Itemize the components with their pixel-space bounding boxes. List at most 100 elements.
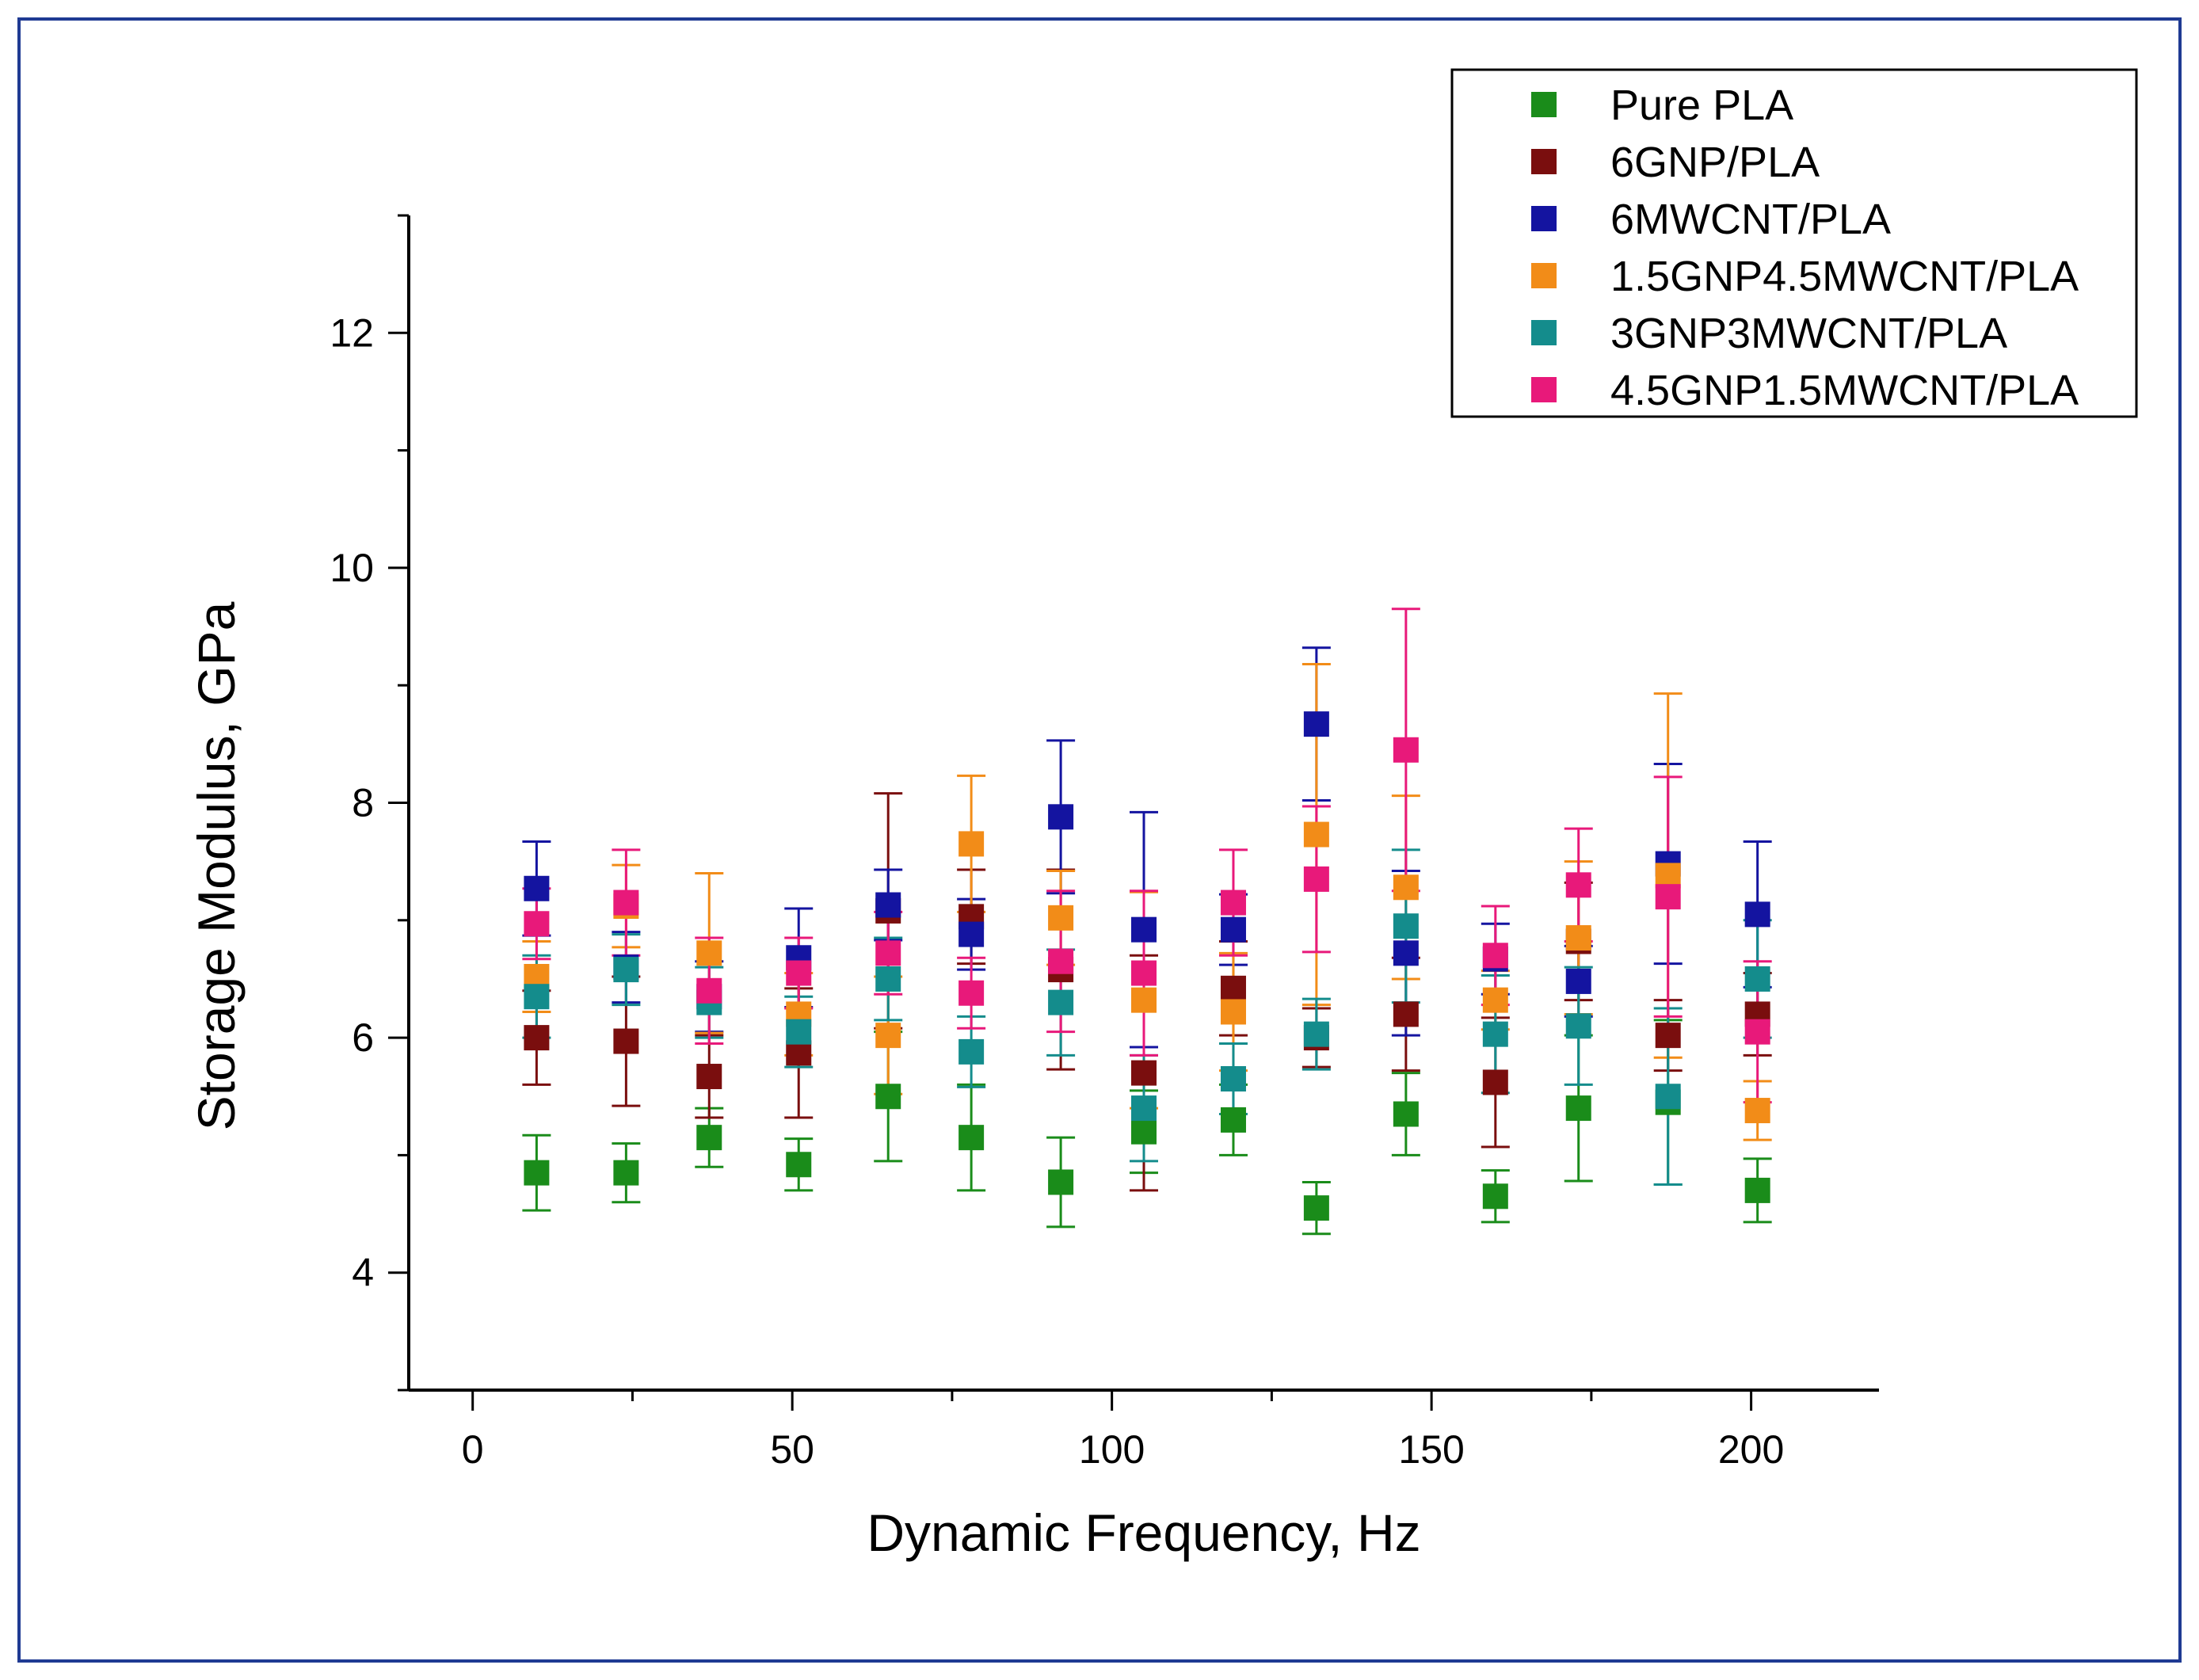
data-point-1-5gnp4-5mwcnt-pla — [1048, 905, 1074, 931]
legend-swatch — [1531, 206, 1557, 231]
data-point-6mwcnt-pla — [875, 892, 901, 918]
data-point-6mwcnt-pla — [958, 921, 985, 947]
y-tick-label: 6 — [352, 1015, 374, 1060]
data-point-1-5gnp4-5mwcnt-pla — [875, 1023, 901, 1049]
x-tick-label: 200 — [1718, 1427, 1784, 1472]
data-point-4-5gnp1-5mwcnt-pla — [958, 980, 985, 1006]
legend-swatch — [1531, 92, 1557, 117]
data-point-4-5gnp1-5mwcnt-pla — [1220, 890, 1246, 916]
data-point-4-5gnp1-5mwcnt-pla — [1131, 960, 1157, 986]
data-point-1-5gnp4-5mwcnt-pla — [1744, 1098, 1770, 1124]
data-point-pure-pla — [1303, 1195, 1329, 1221]
data-point-1-5gnp4-5mwcnt-pla — [1131, 987, 1157, 1013]
data-point-3gnp3mwcnt-pla — [524, 984, 550, 1010]
data-point-3gnp3mwcnt-pla — [1048, 989, 1074, 1015]
data-point-4-5gnp1-5mwcnt-pla — [875, 940, 901, 966]
y-axis-title: Storage Modulus, GPa — [187, 601, 246, 1130]
data-point-6mwcnt-pla — [1744, 901, 1770, 928]
data-point-3gnp3mwcnt-pla — [958, 1038, 985, 1065]
data-point-6gnp-pla — [1131, 1060, 1157, 1086]
data-point-3gnp3mwcnt-pla — [1303, 1021, 1329, 1047]
y-tick-label: 8 — [352, 781, 374, 825]
x-tick-label: 150 — [1398, 1427, 1464, 1472]
data-point-4-5gnp1-5mwcnt-pla — [1482, 943, 1508, 969]
legend-label: 3GNP3MWCNT/PLA — [1610, 310, 2007, 357]
y-tick-label: 4 — [352, 1251, 374, 1295]
data-point-pure-pla — [1565, 1095, 1591, 1122]
data-point-6gnp-pla — [786, 1040, 812, 1066]
legend-entries: Pure PLA 6GNP/PLA 6MWCNT/PLA 1.5GNP4.5MWCNT… — [1531, 82, 2079, 414]
legend-label: 6GNP/PLA — [1610, 139, 1820, 186]
data-point-6gnp-pla — [1655, 1023, 1681, 1049]
legend: Pure PLA 6GNP/PLA 6MWCNT/PLA 1.5GNP4.5MWCNT… — [1450, 68, 2138, 418]
data-point-6mwcnt-pla — [1131, 916, 1157, 943]
data-point-pure-pla — [958, 1125, 985, 1151]
data-point-3gnp3mwcnt-pla — [1393, 913, 1419, 939]
data-point-4-5gnp1-5mwcnt-pla — [696, 977, 722, 1004]
data-point-pure-pla — [696, 1125, 722, 1151]
data-point-4-5gnp1-5mwcnt-pla — [1655, 884, 1681, 910]
data-point-6gnp-pla — [1393, 1001, 1419, 1027]
x-axis-title: Dynamic Frequency, Hz — [867, 1503, 1420, 1562]
data-point-1-5gnp4-5mwcnt-pla — [696, 940, 722, 966]
data-point-3gnp3mwcnt-pla — [1744, 966, 1770, 992]
data-point-1-5gnp4-5mwcnt-pla — [1393, 874, 1419, 901]
legend-swatch — [1531, 377, 1557, 402]
markers-layer — [524, 711, 1770, 1221]
data-point-1-5gnp4-5mwcnt-pla — [1565, 925, 1591, 951]
data-point-pure-pla — [1744, 1177, 1770, 1203]
y-tick-label: 12 — [330, 310, 374, 355]
x-tick-label: 0 — [462, 1427, 484, 1472]
data-point-3gnp3mwcnt-pla — [1565, 1013, 1591, 1039]
data-point-pure-pla — [1220, 1107, 1246, 1133]
data-point-3gnp3mwcnt-pla — [1131, 1095, 1157, 1122]
data-point-4-5gnp1-5mwcnt-pla — [1744, 1019, 1770, 1045]
data-point-pure-pla — [1482, 1183, 1508, 1210]
data-point-6mwcnt-pla — [1393, 940, 1419, 966]
data-point-6gnp-pla — [524, 1025, 550, 1051]
data-point-1-5gnp4-5mwcnt-pla — [1303, 821, 1329, 848]
legend-swatch — [1531, 320, 1557, 345]
data-point-pure-pla — [786, 1152, 812, 1178]
data-point-4-5gnp1-5mwcnt-pla — [524, 911, 550, 937]
legend-swatch — [1531, 149, 1557, 174]
data-point-4-5gnp1-5mwcnt-pla — [786, 960, 812, 986]
data-point-pure-pla — [613, 1160, 639, 1186]
data-point-6gnp-pla — [1220, 975, 1246, 1001]
legend-label: Pure PLA — [1610, 82, 1793, 129]
data-point-4-5gnp1-5mwcnt-pla — [1048, 948, 1074, 974]
data-point-1-5gnp4-5mwcnt-pla — [1482, 987, 1508, 1013]
data-point-1-5gnp4-5mwcnt-pla — [1220, 999, 1246, 1025]
data-point-pure-pla — [1048, 1169, 1074, 1195]
data-point-4-5gnp1-5mwcnt-pla — [1303, 866, 1329, 892]
data-point-6mwcnt-pla — [1565, 968, 1591, 994]
data-point-4-5gnp1-5mwcnt-pla — [1565, 872, 1591, 898]
data-point-pure-pla — [875, 1084, 901, 1110]
data-point-4-5gnp1-5mwcnt-pla — [1393, 737, 1419, 763]
data-point-1-5gnp4-5mwcnt-pla — [1655, 863, 1681, 889]
data-point-6mwcnt-pla — [524, 875, 550, 901]
data-point-6mwcnt-pla — [1303, 711, 1329, 737]
data-point-6gnp-pla — [1482, 1069, 1508, 1095]
data-point-3gnp3mwcnt-pla — [613, 957, 639, 983]
legend-box — [1450, 68, 2138, 418]
x-tick-label: 100 — [1079, 1427, 1145, 1472]
data-point-1-5gnp4-5mwcnt-pla — [958, 831, 985, 857]
legend-label: 6MWCNT/PLA — [1610, 196, 1891, 243]
data-point-3gnp3mwcnt-pla — [1482, 1021, 1508, 1047]
data-point-3gnp3mwcnt-pla — [1220, 1066, 1246, 1092]
data-point-3gnp3mwcnt-pla — [1655, 1084, 1681, 1110]
ticks-layer: 4 6 8 10 12 0 50 100 150 200 — [330, 214, 1784, 1472]
data-point-6mwcnt-pla — [1220, 916, 1246, 943]
data-point-6mwcnt-pla — [1048, 804, 1074, 830]
data-point-pure-pla — [1393, 1101, 1419, 1127]
data-point-pure-pla — [524, 1160, 550, 1186]
x-tick-label: 50 — [770, 1427, 814, 1472]
y-tick-label: 10 — [330, 546, 374, 590]
data-point-6gnp-pla — [613, 1028, 639, 1054]
data-point-4-5gnp1-5mwcnt-pla — [613, 890, 639, 916]
data-point-pure-pla — [1131, 1118, 1157, 1145]
data-point-3gnp3mwcnt-pla — [875, 966, 901, 992]
data-point-6gnp-pla — [696, 1064, 722, 1090]
data-point-3gnp3mwcnt-pla — [786, 1019, 812, 1045]
